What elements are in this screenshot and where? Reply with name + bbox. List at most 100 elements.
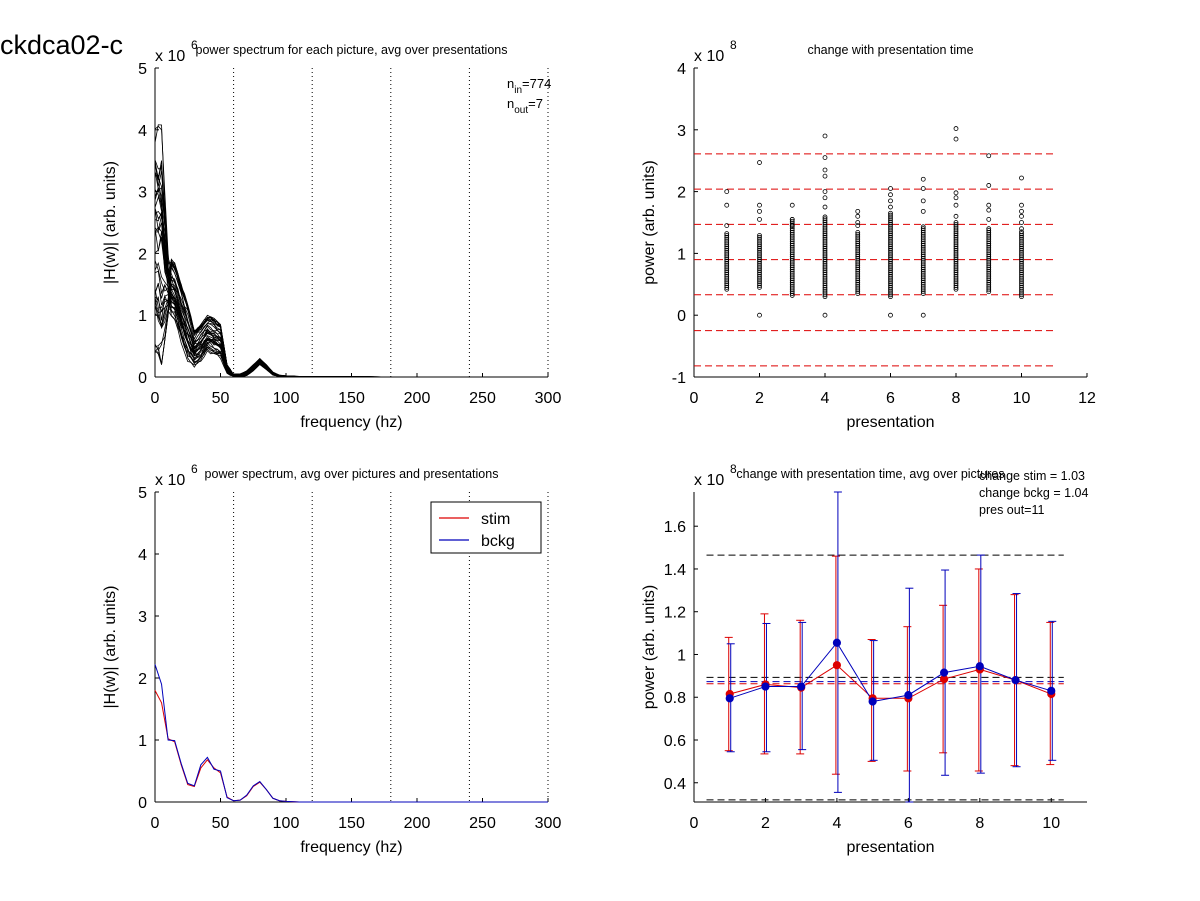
series-line-bckg <box>154 664 548 803</box>
series-marker-bckg <box>797 682 806 691</box>
spectrum-line <box>154 172 548 378</box>
x-tick-label: 100 <box>273 815 300 832</box>
series-line-stim <box>154 690 548 803</box>
x-tick-label: 4 <box>832 815 841 832</box>
x-tick-label: 10 <box>1042 815 1060 832</box>
data-point <box>888 312 893 318</box>
x-tick-label: 100 <box>273 390 300 407</box>
axis-exponent-base: x 10 <box>694 472 724 489</box>
y-tick-label: 3 <box>138 185 147 202</box>
legend-box <box>430 501 542 554</box>
data-point <box>855 229 861 235</box>
data-point <box>986 217 992 222</box>
annotation-subscript: in <box>514 85 522 96</box>
change-annotation: change bckg = 1.04 <box>979 486 1089 500</box>
x-tick-label: 6 <box>904 815 913 832</box>
data-point <box>822 214 828 220</box>
x-tick-label: 0 <box>690 390 699 407</box>
data-point <box>986 226 992 232</box>
series-marker-bckg <box>868 697 877 706</box>
x-tick-label: 2 <box>761 815 770 832</box>
data-point <box>986 202 992 208</box>
axis-exponent-power: 6 <box>191 462 198 476</box>
data-point <box>757 234 762 240</box>
y-axis-label: |H(w)| (arb. units) <box>102 161 119 284</box>
data-point <box>822 133 828 139</box>
data-point <box>855 220 861 225</box>
data-point <box>724 231 730 237</box>
x-tick-label: 0 <box>151 815 160 832</box>
data-point <box>1019 226 1024 232</box>
y-tick-label: 3 <box>677 123 686 140</box>
spectrum-line <box>154 231 548 378</box>
legend-label: bckg <box>481 533 515 550</box>
data-point <box>953 190 959 196</box>
data-point <box>888 186 893 191</box>
data-point <box>855 208 861 214</box>
x-tick-label: 0 <box>151 390 160 407</box>
data-point <box>757 217 762 222</box>
data-point <box>789 223 795 228</box>
data-point <box>920 226 926 232</box>
data-point <box>953 126 959 131</box>
data-point <box>1019 175 1024 181</box>
y-tick-label: 5 <box>138 485 147 502</box>
axis-exponent-base: x 10 <box>155 472 185 489</box>
spectrum-line <box>154 174 548 378</box>
data-point <box>1019 208 1024 214</box>
data-point <box>822 312 828 318</box>
chart-title: change with presentation time, avg over … <box>736 467 1004 481</box>
chart-title: change with presentation time <box>807 43 973 57</box>
x-axis-label: frequency (hz) <box>300 839 402 856</box>
series-marker-bckg <box>832 638 842 647</box>
data-point <box>855 223 861 228</box>
y-tick-label: 0.4 <box>664 776 686 793</box>
x-axis-label: presentation <box>846 414 934 431</box>
y-axis-label: |H(w)| (arb. units) <box>102 586 119 709</box>
y-tick-label: 2 <box>138 671 147 688</box>
x-tick-label: 300 <box>535 390 562 407</box>
change-annotation: pres out=11 <box>979 503 1044 517</box>
y-axis-label: power (arb. units) <box>641 585 658 710</box>
data-point <box>953 213 959 219</box>
count-annotation: nout=7 <box>507 96 543 116</box>
x-tick-label: 150 <box>338 815 365 832</box>
data-point <box>757 312 762 318</box>
data-point <box>888 210 893 216</box>
y-tick-label: 0.6 <box>664 733 686 750</box>
y-tick-label: 4 <box>138 123 147 140</box>
data-point <box>986 228 992 233</box>
data-point <box>920 198 926 204</box>
x-tick-label: 8 <box>975 815 984 832</box>
series-marker-bckg <box>975 662 984 671</box>
data-point <box>855 213 861 219</box>
data-point <box>822 173 828 179</box>
data-point <box>1019 229 1024 235</box>
data-point <box>757 202 762 208</box>
y-tick-label: 1 <box>677 246 686 263</box>
data-point <box>888 198 893 204</box>
data-point <box>757 208 762 214</box>
y-tick-label: 1 <box>677 647 686 664</box>
y-tick-label: 0 <box>138 795 147 812</box>
data-point <box>1019 220 1024 225</box>
axis-exponent-power: 6 <box>191 38 198 52</box>
spectrum-line <box>154 279 548 378</box>
y-tick-label: 0 <box>677 308 686 325</box>
data-point <box>888 204 893 210</box>
data-point <box>1019 213 1024 219</box>
spectrum-line <box>154 236 548 378</box>
data-point <box>953 202 959 208</box>
y-tick-label: 1.6 <box>664 519 686 536</box>
x-axis-label: presentation <box>846 839 934 856</box>
data-point <box>789 217 795 222</box>
data-point <box>920 208 926 214</box>
data-point <box>789 202 795 208</box>
count-annotation: nin=774 <box>507 76 551 96</box>
x-tick-label: 2 <box>755 390 764 407</box>
x-tick-label: 250 <box>469 815 496 832</box>
y-tick-label: 0.8 <box>664 690 686 707</box>
x-tick-label: 12 <box>1078 390 1096 407</box>
data-point <box>920 176 926 182</box>
y-tick-label: 4 <box>677 61 686 78</box>
